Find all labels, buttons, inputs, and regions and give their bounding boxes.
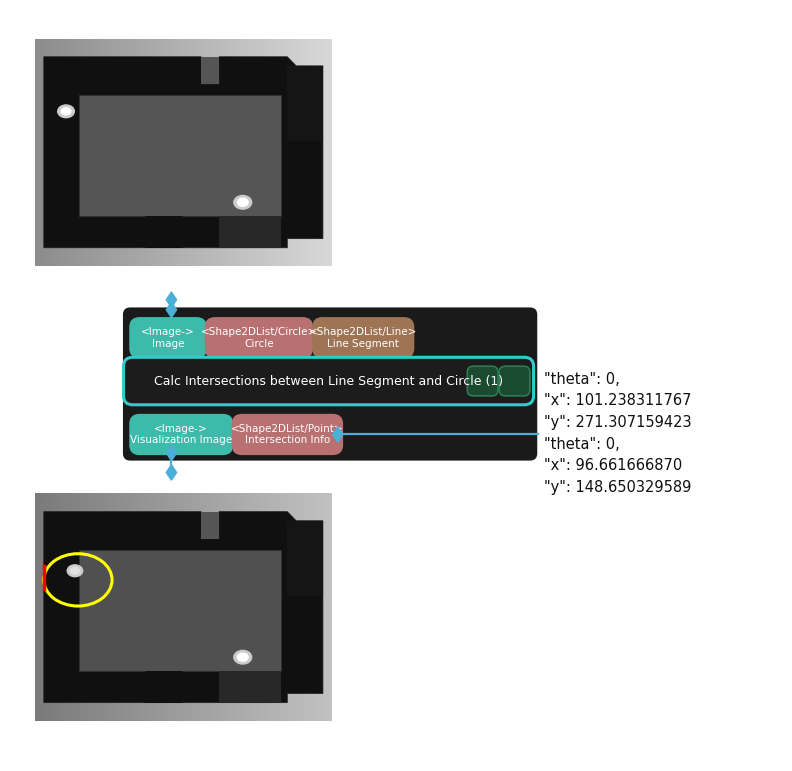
Circle shape (234, 196, 252, 209)
Text: <Shape2DList/Point>
Intersection Info: <Shape2DList/Point> Intersection Info (231, 424, 344, 446)
Circle shape (70, 567, 79, 574)
PathPatch shape (145, 671, 184, 702)
FancyBboxPatch shape (124, 357, 534, 405)
FancyBboxPatch shape (131, 318, 206, 357)
FancyBboxPatch shape (499, 366, 530, 396)
FancyBboxPatch shape (131, 415, 232, 454)
Text: <Shape2DList/Circle>
Circle: <Shape2DList/Circle> Circle (200, 327, 317, 348)
PathPatch shape (44, 512, 323, 702)
Text: "theta": 0,
"x": 96.661666870
"y": 148.650329589: "theta": 0, "x": 96.661666870 "y": 148.6… (544, 437, 691, 495)
Polygon shape (166, 445, 177, 460)
Circle shape (61, 108, 70, 115)
Polygon shape (166, 302, 177, 318)
Circle shape (238, 653, 248, 662)
Text: <Image->
Image: <Image-> Image (141, 327, 195, 348)
FancyBboxPatch shape (233, 415, 342, 454)
Text: Calc Intersections between Line Segment and Circle (1): Calc Intersections between Line Segment … (154, 375, 503, 388)
PathPatch shape (79, 550, 281, 671)
PathPatch shape (219, 671, 281, 702)
FancyBboxPatch shape (123, 308, 537, 460)
Circle shape (67, 565, 82, 577)
FancyBboxPatch shape (467, 366, 498, 396)
PathPatch shape (79, 96, 281, 216)
PathPatch shape (219, 216, 281, 247)
Polygon shape (166, 292, 177, 308)
Polygon shape (333, 427, 343, 443)
PathPatch shape (201, 57, 219, 84)
PathPatch shape (287, 66, 323, 141)
Text: <Image->
Visualization Image: <Image-> Visualization Image (130, 424, 232, 446)
PathPatch shape (145, 216, 184, 247)
Circle shape (238, 198, 248, 207)
PathPatch shape (44, 57, 323, 247)
FancyBboxPatch shape (206, 318, 312, 357)
Text: <Shape2DList/Line>
Line Segment: <Shape2DList/Line> Line Segment (309, 327, 417, 348)
Circle shape (58, 105, 74, 118)
PathPatch shape (201, 512, 219, 539)
PathPatch shape (287, 520, 323, 596)
Polygon shape (166, 465, 177, 480)
Text: "theta": 0,
"x": 101.238311767
"y": 271.307159423: "theta": 0, "x": 101.238311767 "y": 271.… (544, 372, 691, 429)
Circle shape (234, 651, 252, 664)
FancyBboxPatch shape (313, 318, 413, 357)
